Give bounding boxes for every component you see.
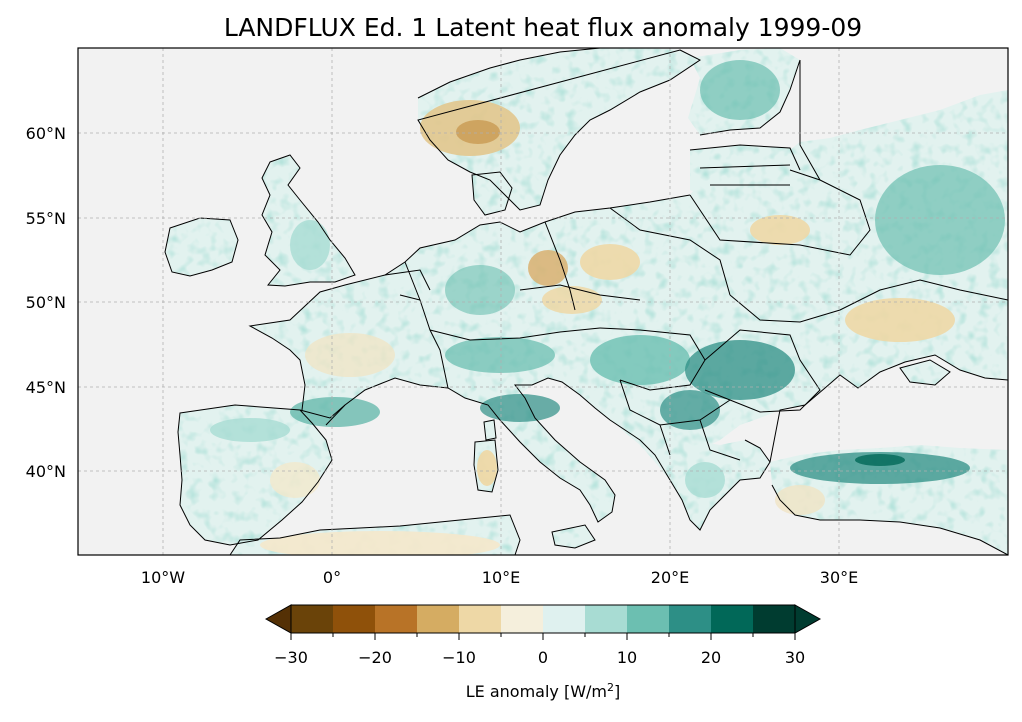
coastline-iberia: [177, 404, 333, 546]
border-czech: [519, 284, 641, 301]
colorbar-segment-11: [753, 605, 795, 633]
border-balkans: [619, 379, 741, 461]
coastline-finland: [699, 59, 801, 136]
wet-patch-alps: [445, 337, 555, 373]
lon-tick-0: 0°: [323, 568, 341, 587]
coastline-denmark: [471, 171, 513, 216]
colorbar: −30 −20 −10 0 10 20 30 LE anomaly [W/m2]: [264, 604, 822, 701]
border-poland-east: [609, 207, 731, 296]
plot-title: LANDFLUX Ed. 1 Latent heat flux anomaly …: [224, 13, 862, 42]
wet-patch-po: [480, 394, 560, 422]
dry-patch-iberia-east: [270, 462, 320, 498]
wet-patch-serbia: [660, 390, 720, 430]
dry-patch-sardinia: [477, 450, 497, 486]
map-frame: [77, 47, 1009, 556]
lat-tick-55: 55°N: [26, 209, 66, 228]
coastline-baltics: [689, 144, 801, 171]
lon-tick-10w: 10°W: [141, 568, 185, 587]
coastline-anatolia: [771, 484, 1008, 555]
wet-patch-britain: [290, 220, 330, 270]
colorbar-segment-7: [585, 605, 627, 633]
wet-patch-greece: [685, 462, 725, 498]
dry-patch-norway-core: [456, 120, 500, 144]
anomaly-patches: [210, 60, 1005, 555]
dry-patch-east-germany: [528, 250, 568, 286]
colorbar-segments: [291, 605, 795, 633]
colorbar-segment-9: [669, 605, 711, 633]
lon-tick-labels: 10°W 0° 10°E 20°E 30°E: [141, 568, 858, 587]
dry-patch-belarus: [750, 215, 810, 245]
colorbar-segment-2: [375, 605, 417, 633]
wet-patch-hungary: [590, 335, 690, 385]
coastline-britain: [261, 154, 356, 287]
border-baltic-states: [699, 164, 791, 186]
colorbar-tick-label-2: −10: [442, 648, 476, 667]
coastline-sicily: [551, 524, 596, 549]
coastline-black-sea: [769, 354, 1008, 463]
wet-patch-iberia-north: [210, 418, 290, 442]
border-germany-poland: [544, 221, 576, 311]
colorbar-tick-label-6: 30: [785, 648, 805, 667]
lon-tick-30e: 30°E: [820, 568, 858, 587]
border-romania: [704, 329, 821, 413]
border-ukraine: [729, 279, 1008, 323]
coastline-med-north: [325, 377, 771, 531]
wet-patch-russia: [875, 165, 1005, 275]
country-borders: [164, 48, 1008, 555]
lat-tick-50: 50°N: [26, 293, 66, 312]
colorbar-tick-label-5: 20: [701, 648, 721, 667]
colorbar-tick-label-3: 0: [538, 648, 548, 667]
coastline-scandinavia: [417, 48, 701, 211]
colorbar-segment-0: [291, 605, 333, 633]
wet-patch-pyrenees: [290, 397, 380, 427]
colorbar-extend-over: [794, 604, 822, 634]
wet-patch-germany: [445, 265, 515, 315]
dry-patch-ukraine: [845, 298, 955, 342]
border-belarus: [689, 169, 871, 256]
colorbar-extend-under: [264, 604, 292, 634]
coastline-crimea: [899, 359, 951, 386]
colorbar-segment-8: [627, 605, 669, 633]
dry-patch-france: [305, 333, 395, 377]
colorbar-segment-5: [501, 605, 543, 633]
colorbar-segment-4: [459, 605, 501, 633]
wet-patch-anatolia-north: [790, 452, 970, 484]
coastline-sardinia: [473, 439, 499, 493]
colorbar-segment-1: [333, 605, 375, 633]
lat-tick-40: 40°N: [26, 462, 66, 481]
lon-tick-10e: 10°E: [482, 568, 520, 587]
colorbar-ticks: −30 −20 −10 0 10 20 30: [274, 633, 805, 667]
lat-tick-45: 45°N: [26, 378, 66, 397]
wet-patch-finland: [700, 60, 780, 120]
border-russia: [799, 60, 821, 181]
border-benelux: [384, 269, 431, 301]
lat-tick-labels: 40°N 45°N 50°N 55°N 60°N: [26, 124, 66, 481]
colorbar-segment-10: [711, 605, 753, 633]
dry-patch-africa: [260, 531, 500, 555]
coastline-ireland: [164, 217, 239, 277]
colorbar-segment-6: [543, 605, 585, 633]
dry-patch-poland: [580, 244, 640, 280]
map-area: [78, 48, 1008, 555]
dry-patch-turkey-west: [775, 485, 825, 515]
colorbar-segment-3: [417, 605, 459, 633]
gridlines: [78, 48, 1008, 555]
wet-patch-romania: [685, 340, 795, 400]
coastline-africa: [229, 514, 521, 555]
coastline-corsica: [483, 419, 497, 441]
colorbar-tick-label-0: −30: [274, 648, 308, 667]
colorbar-tick-label-1: −20: [358, 648, 392, 667]
colorbar-label: LE anomaly [W/m2]: [466, 681, 621, 701]
lat-tick-60: 60°N: [26, 124, 66, 143]
lon-tick-20e: 20°E: [651, 568, 689, 587]
colorbar-tick-label-4: 10: [617, 648, 637, 667]
border-alps: [429, 327, 601, 341]
border-france-spain: [299, 404, 346, 419]
wet-patch-anatolia-core: [855, 454, 905, 466]
